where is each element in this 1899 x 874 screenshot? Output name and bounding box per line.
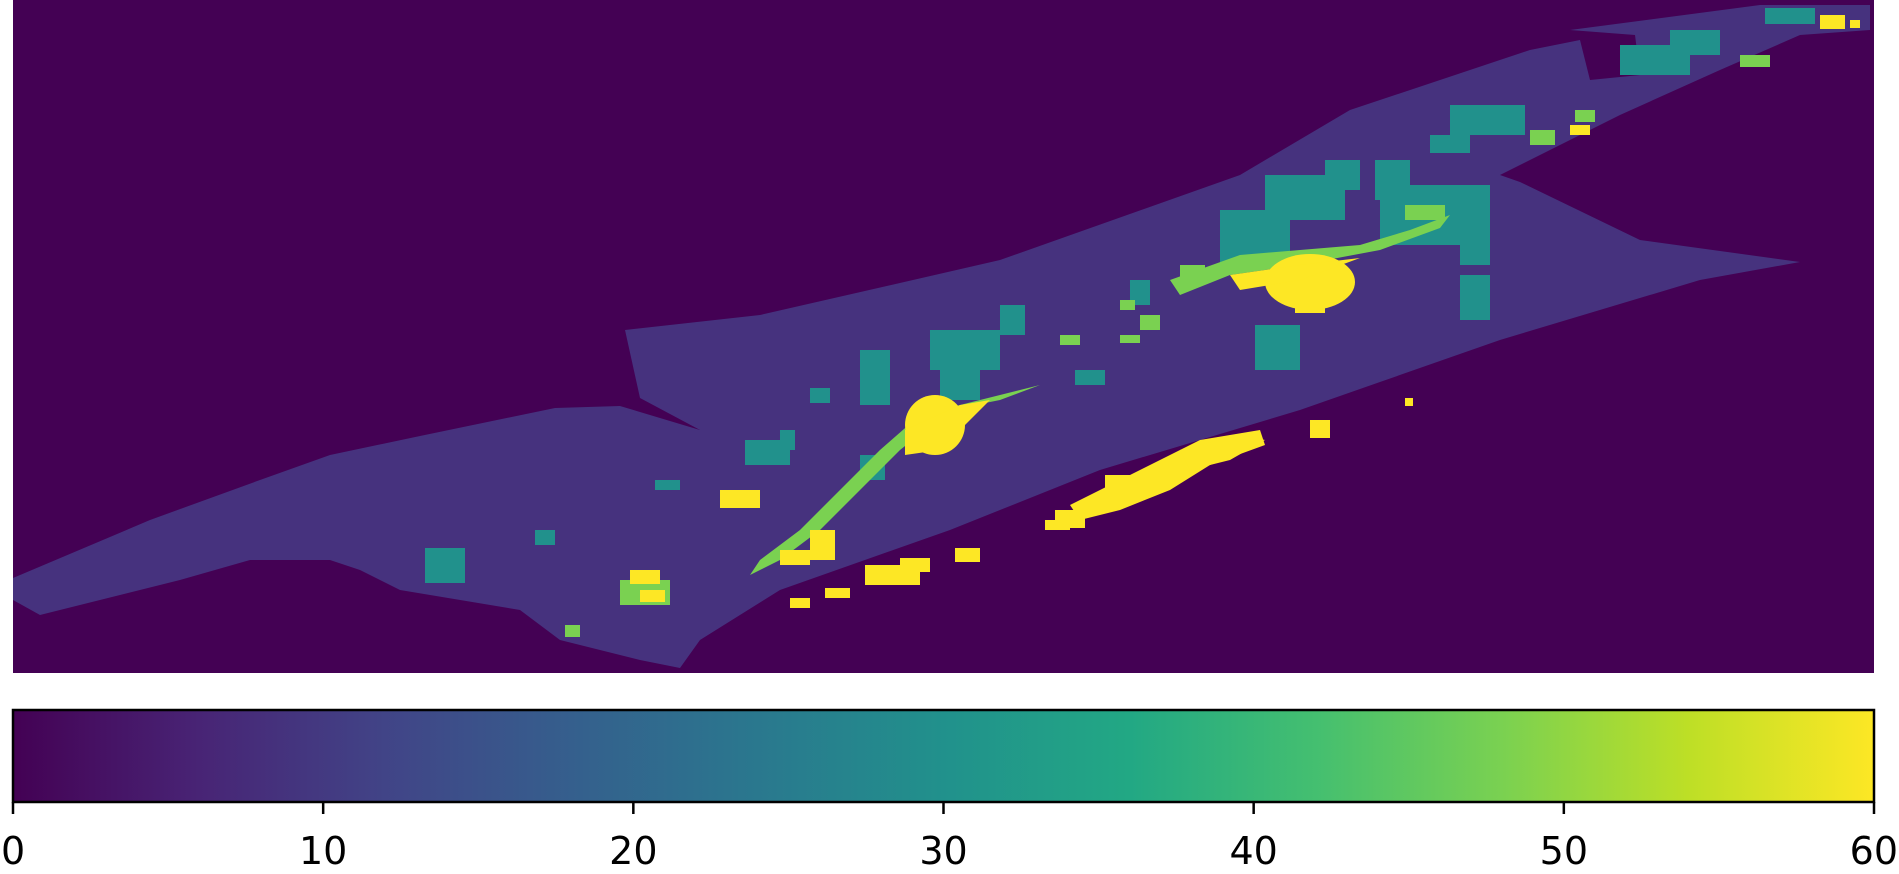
moderate-patches: [425, 8, 1815, 583]
colorbar-ticks: 0 10 20 30 40 50 60: [1, 802, 1898, 873]
colorbar-tick-label: 10: [299, 829, 347, 873]
peak-blobs: [630, 15, 1860, 608]
colorbar-tick-label: 30: [919, 829, 967, 873]
colorbar: 0 10 20 30 40 50 60: [1, 708, 1898, 873]
colorbar-gradient: [11, 708, 1876, 804]
colorbar-tick-label: 60: [1850, 829, 1898, 873]
colorbar-tick-label: 50: [1540, 829, 1588, 873]
colorbar-tick-label: 40: [1229, 829, 1277, 873]
colorbar-tick-label: 0: [1, 829, 25, 873]
heatmap-image: [13, 0, 1874, 673]
colorbar-tick-label: 20: [609, 829, 657, 873]
